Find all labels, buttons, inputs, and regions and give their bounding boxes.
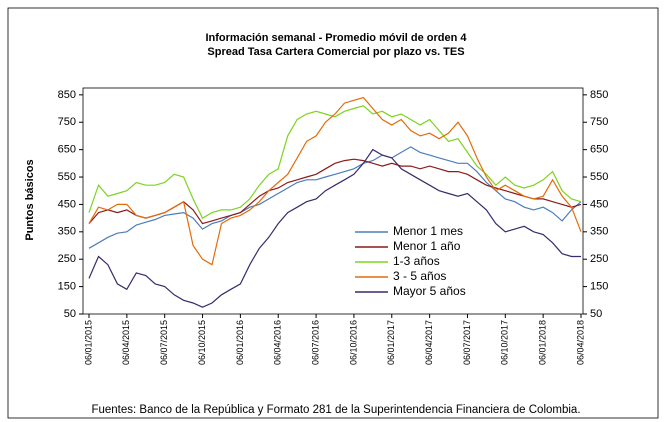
chart-frame xyxy=(7,7,659,419)
series-line xyxy=(88,148,581,308)
y2-tick-label: 350 xyxy=(590,226,608,238)
x-tick-label: 06/01/2016 xyxy=(235,320,245,365)
x-tick-label: 06/07/2015 xyxy=(159,320,169,365)
series-line xyxy=(88,96,582,266)
x-tick-label: 06/07/2016 xyxy=(310,320,320,365)
x-tick-label: 06/04/2016 xyxy=(273,320,283,365)
chart-subtitle: Spread Tasa Cartera Comercial por plazo … xyxy=(207,46,464,58)
y-tick-label: 350 xyxy=(58,226,76,238)
legend-label: Menor 1 año xyxy=(393,239,461,253)
y2-tick-label: 550 xyxy=(590,171,608,183)
y-tick-label: 750 xyxy=(58,116,76,128)
y2-tick-label: 750 xyxy=(590,116,608,128)
legend-label: 1-3 años xyxy=(393,254,440,268)
x-tick-label: 06/04/2018 xyxy=(575,320,585,365)
y2-tick-label: 50 xyxy=(590,308,602,320)
x-tick-label: 06/01/2015 xyxy=(83,320,93,365)
x-tick-label: 06/04/2017 xyxy=(424,320,434,365)
series-line xyxy=(88,105,582,219)
x-tick-label: 06/04/2015 xyxy=(121,320,131,365)
y-tick-label: 50 xyxy=(64,308,76,320)
legend-label: 3 - 5 años xyxy=(393,269,446,283)
footer: Fuentes: Banco de la República y Formato… xyxy=(91,404,580,416)
y-tick-label: 250 xyxy=(58,253,76,265)
y-tick-label: 150 xyxy=(58,281,76,293)
x-tick-label: 06/01/2017 xyxy=(386,320,396,365)
chart-title: Información semanal - Promedio móvil de … xyxy=(205,32,467,44)
x-tick-label: 06/07/2017 xyxy=(462,320,472,365)
x-tick-label: 06/01/2018 xyxy=(538,320,548,365)
y2-tick-label: 150 xyxy=(590,281,608,293)
y-axis-label: Puntos básicos xyxy=(24,159,36,240)
legend-label: Menor 1 mes xyxy=(393,224,463,238)
y2-tick-label: 450 xyxy=(590,198,608,210)
y2-tick-label: 650 xyxy=(590,144,608,156)
x-tick-label: 06/10/2015 xyxy=(197,320,207,365)
y-tick-label: 450 xyxy=(58,198,76,210)
series-line xyxy=(88,146,582,249)
x-tick-label: 06/10/2016 xyxy=(348,320,358,365)
y-tick-label: 550 xyxy=(58,171,76,183)
y2-tick-label: 850 xyxy=(590,89,608,101)
y-tick-label: 850 xyxy=(58,89,76,101)
x-tick-label: 06/10/2017 xyxy=(500,320,510,365)
y2-tick-label: 250 xyxy=(590,253,608,265)
legend-label: Mayor 5 años xyxy=(393,284,466,298)
y-tick-label: 650 xyxy=(58,144,76,156)
plot-area xyxy=(82,87,584,315)
